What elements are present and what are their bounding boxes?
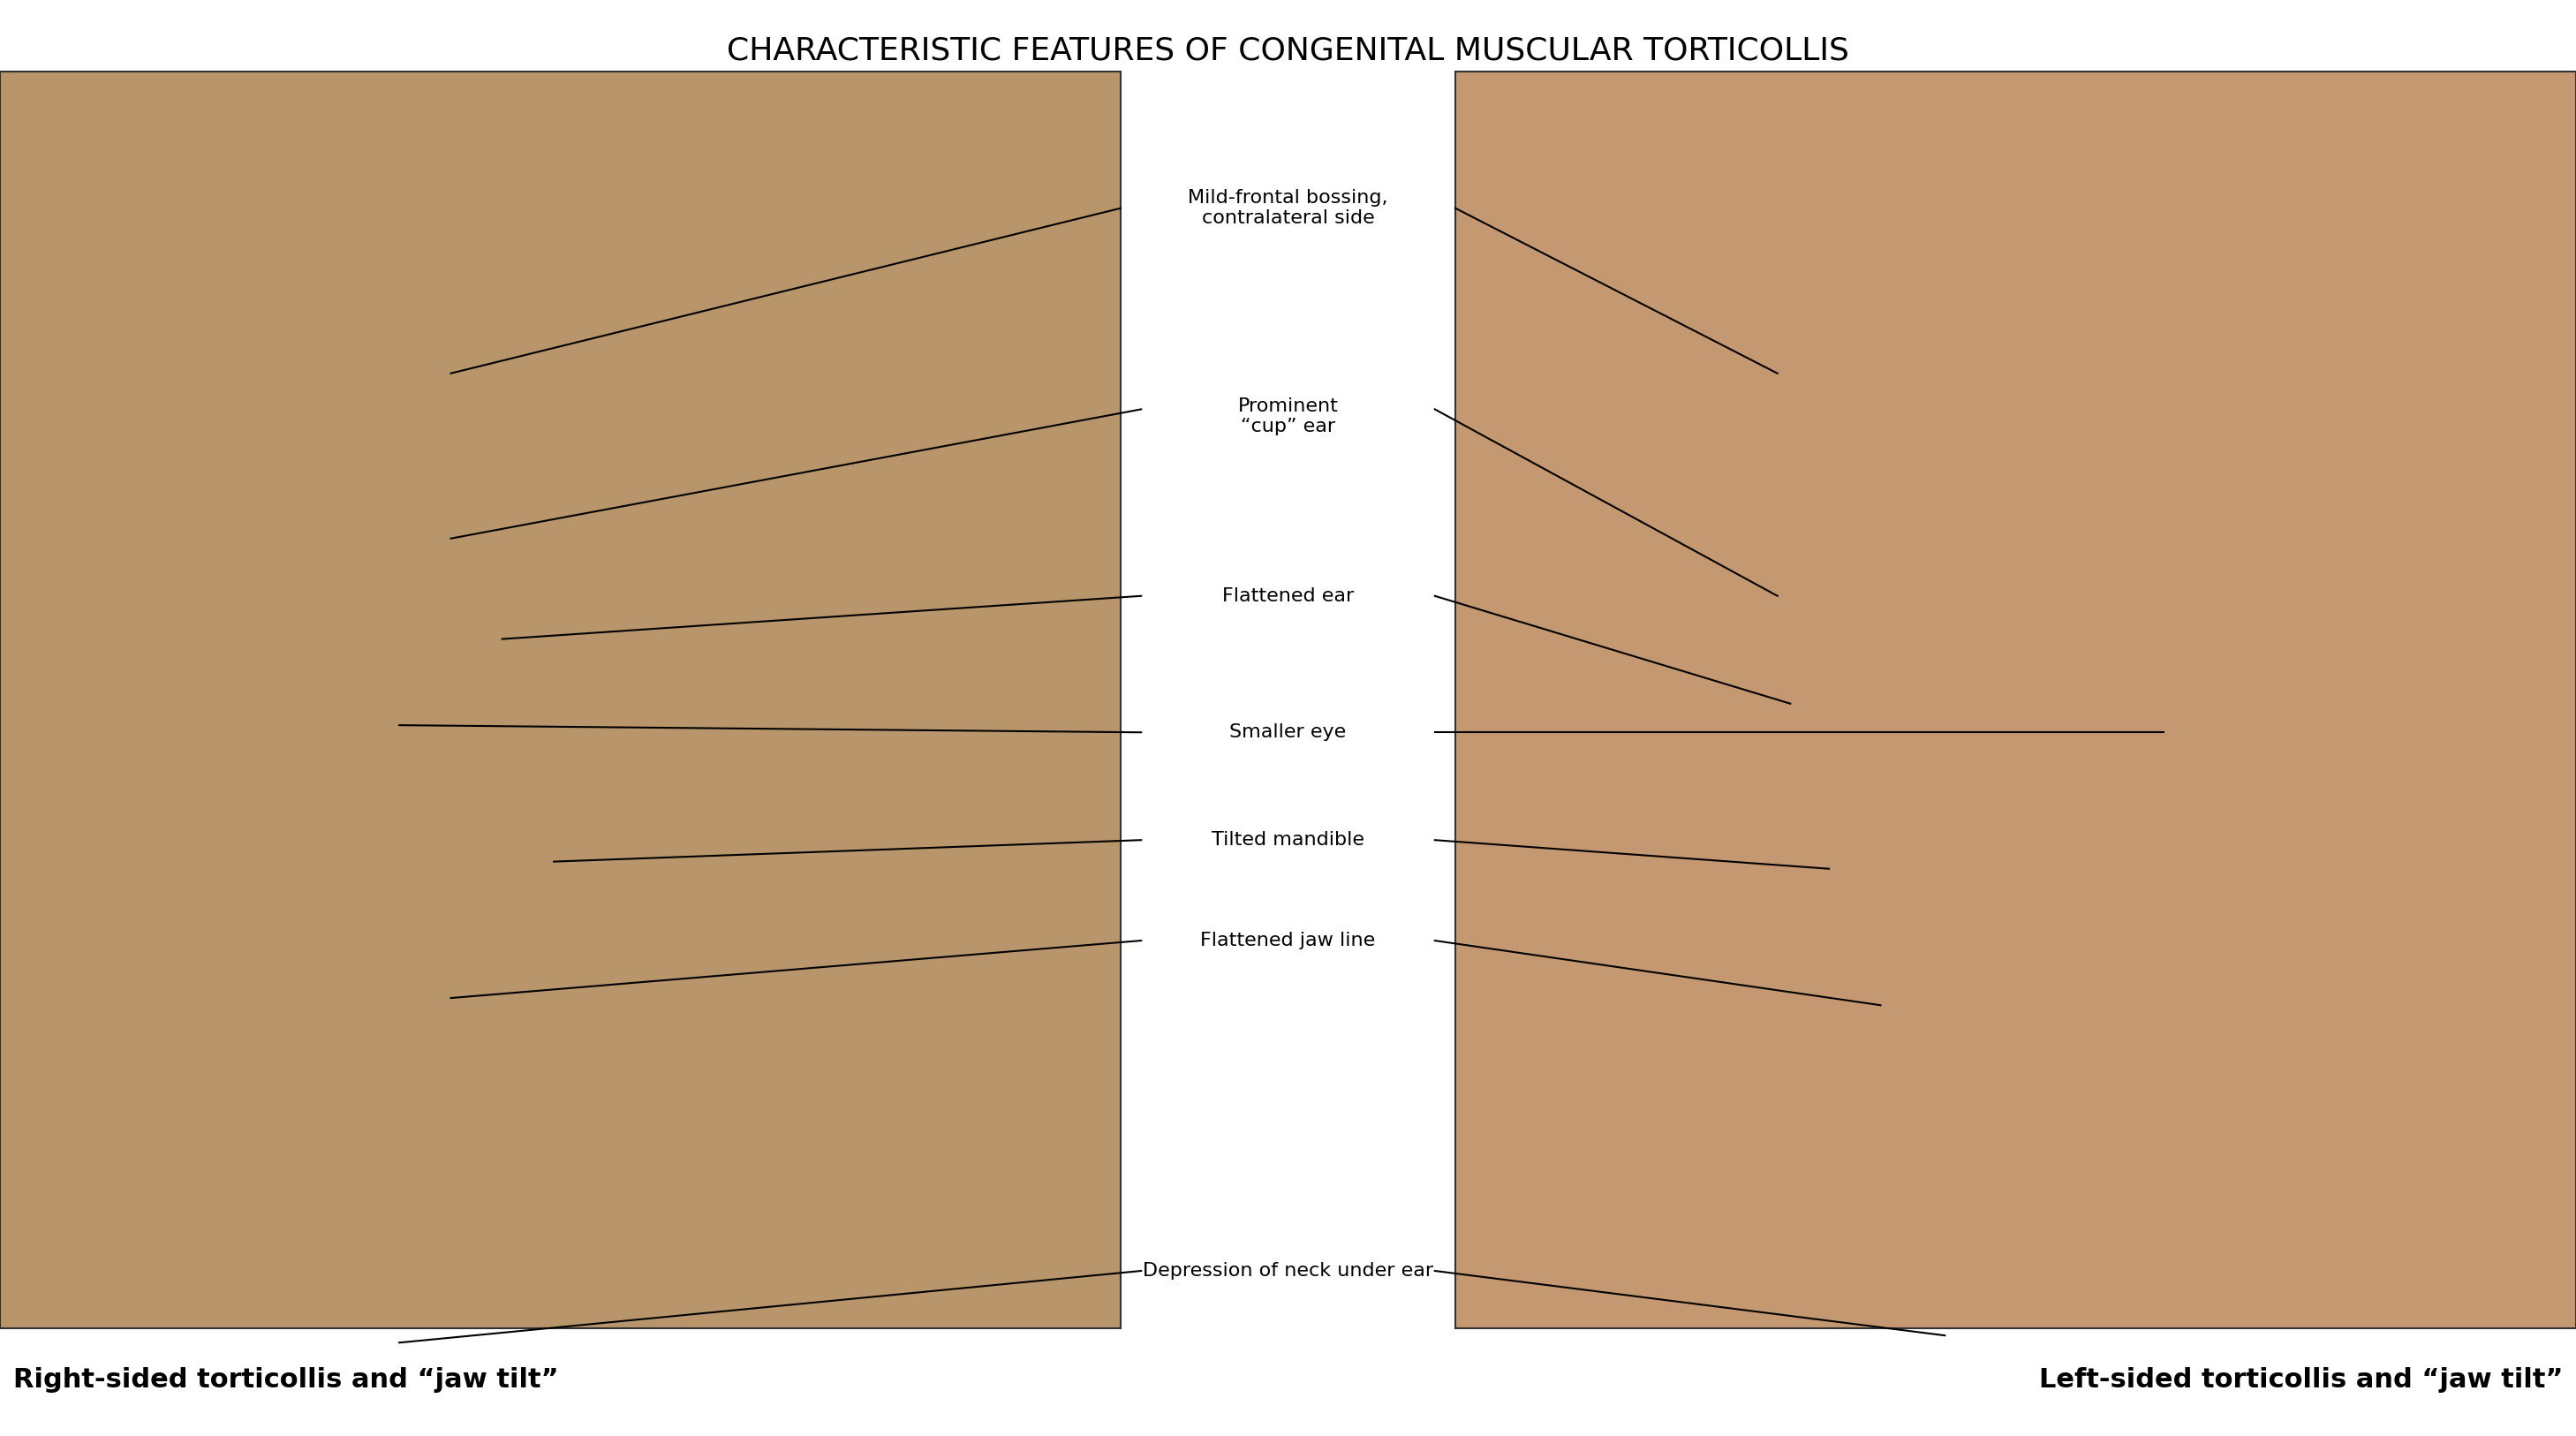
- Text: Right-sided torticollis and “jaw tilt”: Right-sided torticollis and “jaw tilt”: [13, 1367, 559, 1393]
- Text: Tilted mandible: Tilted mandible: [1211, 831, 1365, 849]
- Text: Mild-frontal bossing,
contralateral side: Mild-frontal bossing, contralateral side: [1188, 190, 1388, 227]
- Text: Flattened jaw line: Flattened jaw line: [1200, 932, 1376, 949]
- Text: Left-sided torticollis and “jaw tilt”: Left-sided torticollis and “jaw tilt”: [2040, 1367, 2563, 1393]
- Text: Flattened ear: Flattened ear: [1221, 587, 1355, 605]
- Text: Prominent
“cup” ear: Prominent “cup” ear: [1236, 398, 1340, 435]
- Bar: [0, 72, 1121, 1328]
- Text: Depression of neck under ear: Depression of neck under ear: [1144, 1262, 1432, 1279]
- Text: Smaller eye: Smaller eye: [1229, 724, 1347, 741]
- Text: CHARACTERISTIC FEATURES OF CONGENITAL MUSCULAR TORTICOLLIS: CHARACTERISTIC FEATURES OF CONGENITAL MU…: [726, 36, 1850, 66]
- Bar: [1455, 72, 2576, 1328]
